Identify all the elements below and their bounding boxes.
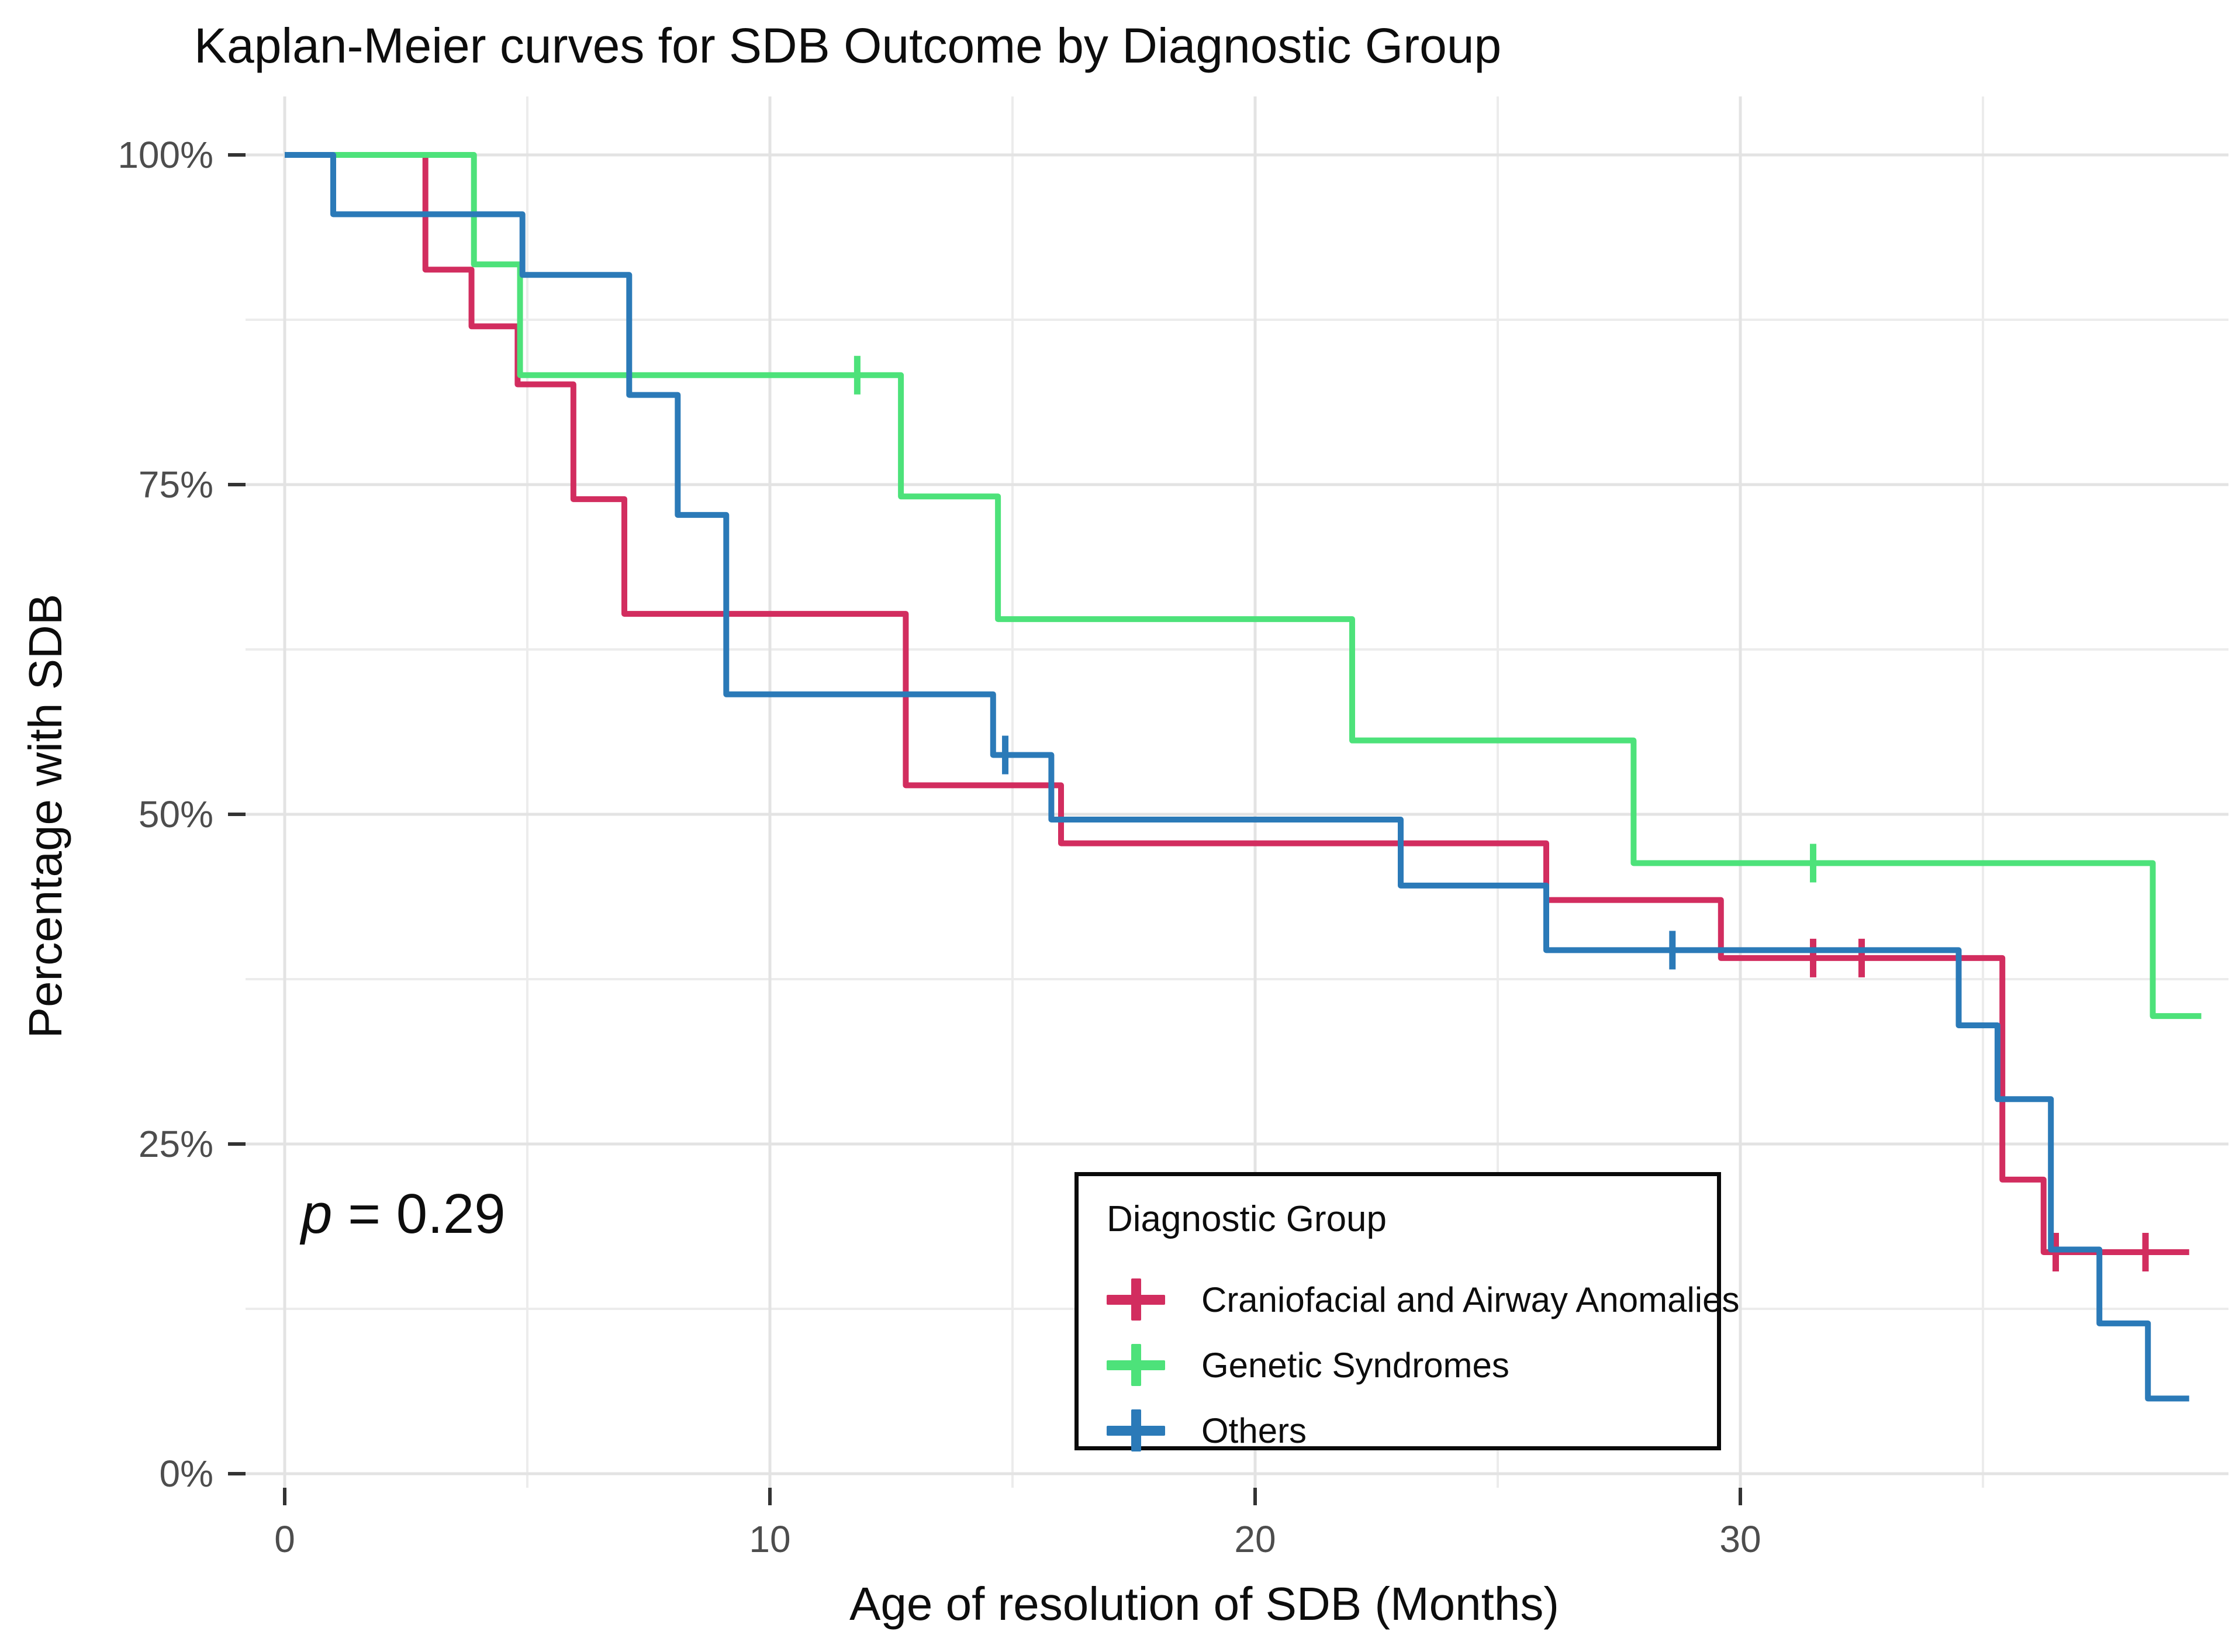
legend: Diagnostic Group Craniofacial and Airway… (1074, 1172, 1739, 1451)
y-tick-label: 75% (139, 464, 213, 506)
legend-item-genetic: Genetic Syndromes (1107, 1332, 1717, 1398)
x-tick-label: 20 (1234, 1518, 1276, 1560)
y-tick-label: 100% (118, 134, 213, 176)
p-symbol: p (301, 1183, 333, 1245)
x-tick-label: 10 (749, 1518, 790, 1560)
legend-title: Diagnostic Group (1107, 1199, 1387, 1239)
craniofacial-key-icon (1107, 1278, 1165, 1321)
others-key-icon (1107, 1409, 1165, 1451)
legend-item-others: Others (1107, 1398, 1717, 1463)
legend-label-craniofacial: Craniofacial and Airway Anomalies (1201, 1280, 1740, 1319)
legend-label-others: Others (1201, 1411, 1307, 1450)
curve-genetic (285, 152, 2202, 1019)
p-value-text: = 0.29 (332, 1183, 506, 1245)
curve-craniofacial (285, 152, 2189, 1255)
y-tick-label: 25% (139, 1123, 213, 1165)
genetic-key-icon (1107, 1344, 1165, 1386)
legend-label-genetic: Genetic Syndromes (1201, 1345, 1509, 1385)
curve-others (285, 152, 2189, 1402)
y-tick-label: 50% (139, 793, 213, 835)
x-tick-label: 0 (274, 1518, 295, 1560)
chart-title: Kaplan-Meier curves for SDB Outcome by D… (194, 18, 1502, 73)
x-axis-title: Age of resolution of SDB (Months) (849, 1578, 1559, 1630)
x-tick-label: 30 (1719, 1518, 1761, 1560)
y-axis-title: Percentage with SDB (19, 593, 71, 1039)
p-value-annotation: p = 0.29 (301, 1182, 506, 1246)
legend-item-craniofacial: Craniofacial and Airway Anomalies (1107, 1267, 1739, 1332)
y-tick-label: 0% (160, 1453, 214, 1495)
